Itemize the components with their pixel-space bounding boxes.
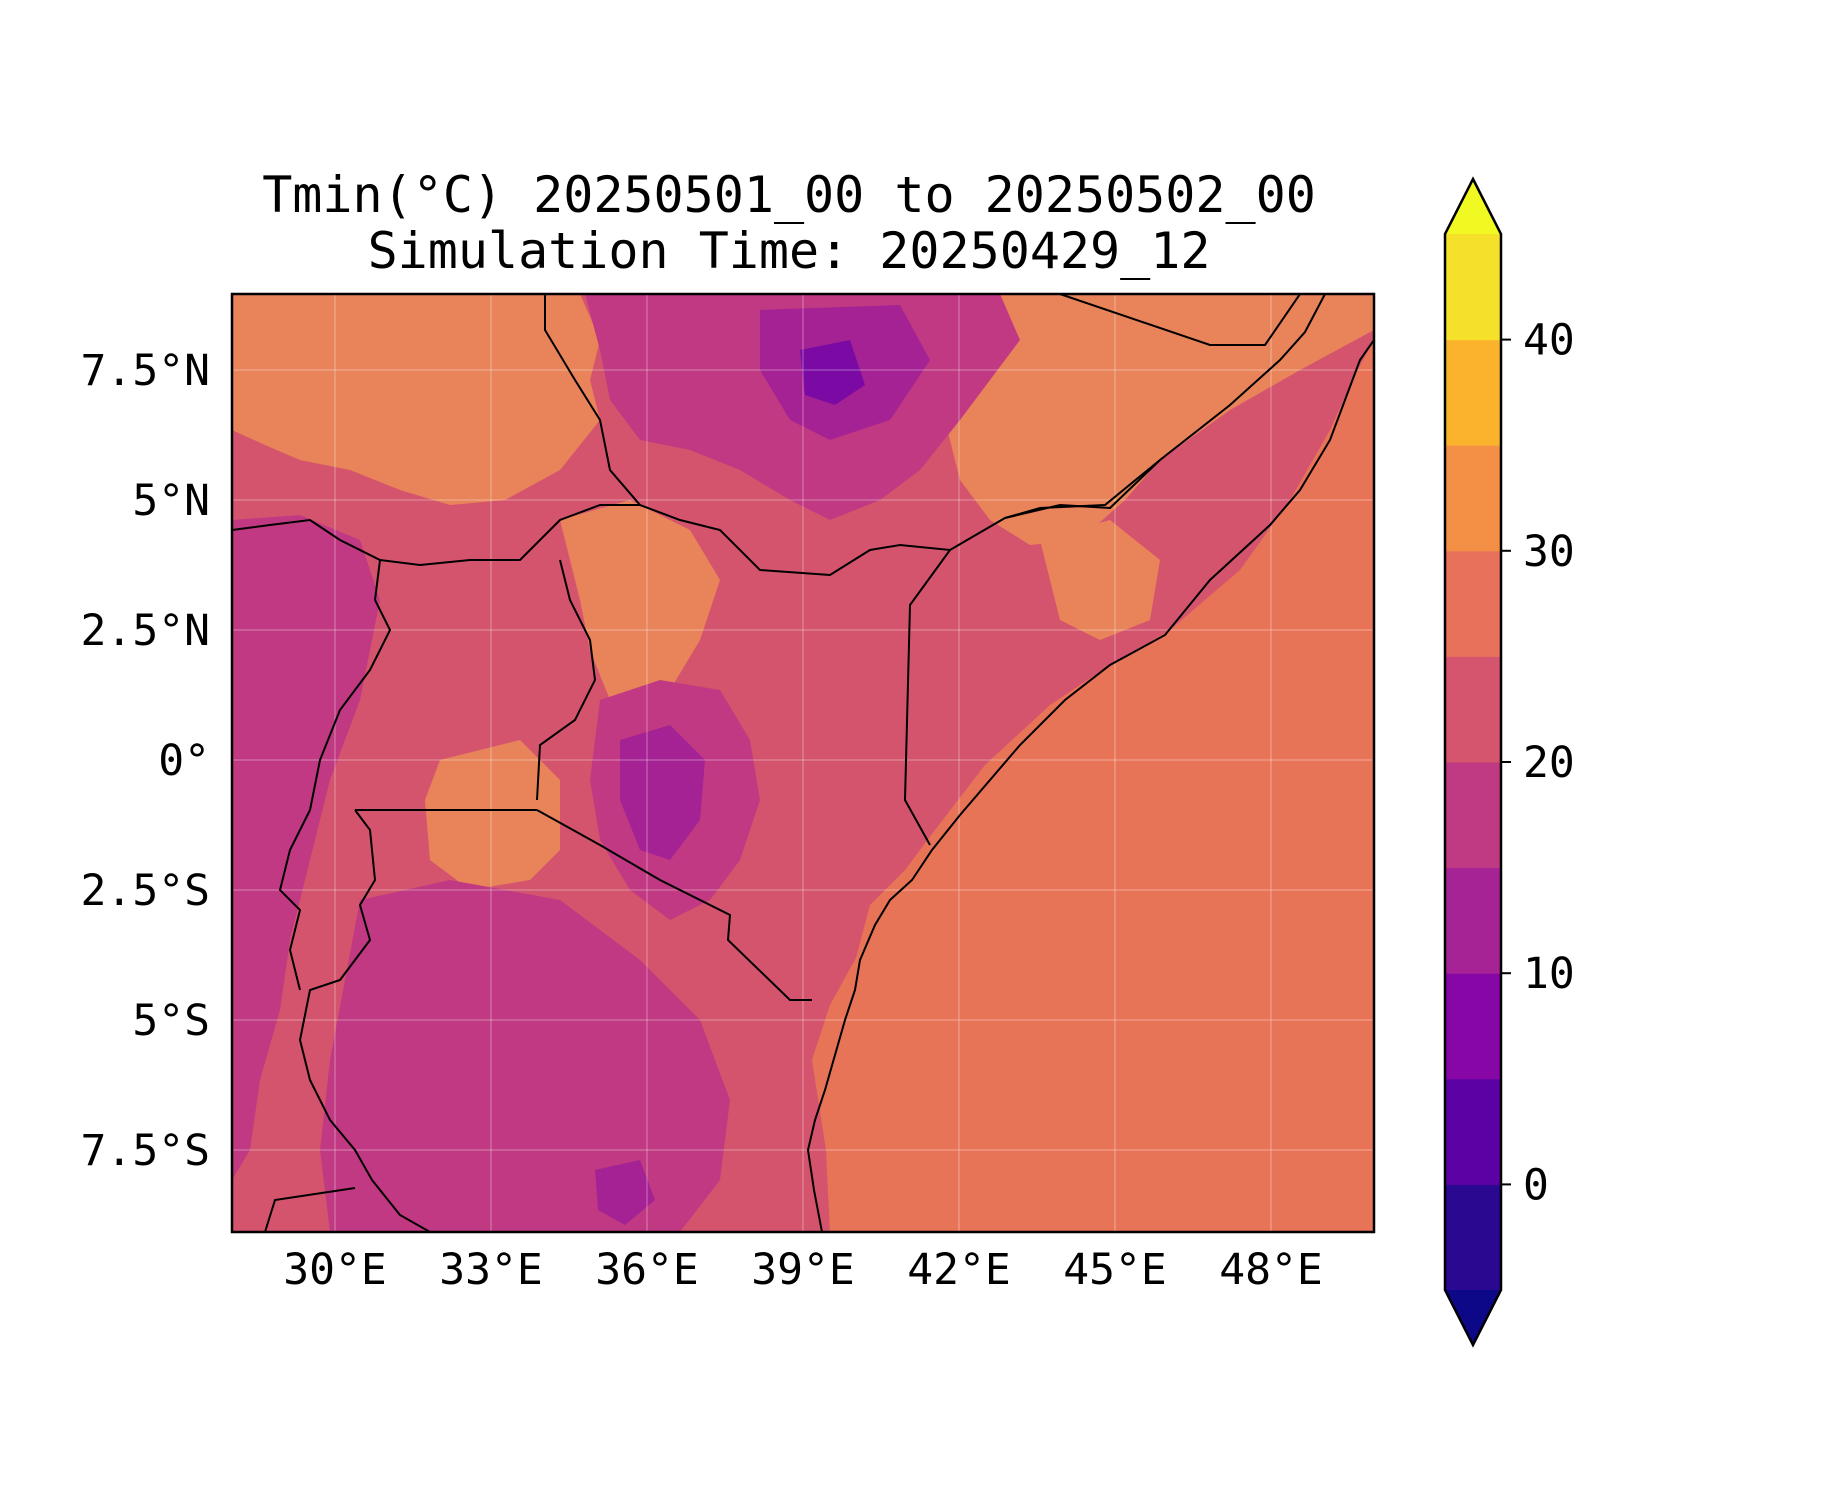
title-line-2: Simulation Time: 20250429_12	[368, 222, 1211, 280]
y-axis: 7.5°N 5°N 2.5°N 0° 2.5°S 5°S 7.5°S	[81, 346, 210, 1176]
cool-region-kenya	[620, 725, 705, 860]
colorbar-tick-label: 30	[1523, 527, 1575, 577]
colorbar-extend-max	[1445, 179, 1501, 234]
border-south-sudan-ethiopia	[544, 294, 1326, 577]
colorbar-segment	[1445, 234, 1501, 341]
warm-region-northwest	[232, 294, 600, 505]
border-drc-east	[278, 809, 311, 991]
y-tick-label: 5°S	[132, 996, 210, 1046]
x-tick-label: 39°E	[751, 1245, 855, 1295]
y-tick-label: 5°N	[132, 476, 210, 526]
colorbar-segment	[1445, 550, 1501, 657]
border-tanzania-zambia	[264, 1187, 356, 1232]
warm-region-lake-victoria	[425, 740, 560, 890]
x-tick-label: 45°E	[1063, 1245, 1167, 1295]
ocean-region	[812, 294, 1374, 1232]
title-line-1: Tmin(°C) 20250501_00 to 20250502_00	[262, 166, 1316, 224]
x-tick-label: 42°E	[907, 1245, 1011, 1295]
gridlines	[232, 294, 1374, 1232]
y-tick-label: 7.5°S	[81, 1126, 210, 1176]
plateau-region-tanzania	[320, 880, 730, 1232]
x-tick-label: 48°E	[1219, 1245, 1323, 1295]
coastline	[806, 339, 1374, 1232]
colorbar-segment	[1445, 656, 1501, 763]
border-kenya-somalia	[903, 549, 951, 846]
y-tick-label: 2.5°N	[81, 606, 210, 656]
colorbar-tick-label: 10	[1523, 949, 1575, 999]
cool-region-south	[595, 1160, 655, 1225]
warm-region-ogaden	[1040, 520, 1160, 640]
map-panel	[232, 294, 1374, 1232]
border-uganda-drc	[309, 559, 392, 811]
colorbar-tick-label: 40	[1523, 316, 1575, 366]
border-uganda-kenya	[536, 559, 597, 801]
x-tick-label: 36°E	[595, 1245, 699, 1295]
colorbar-segment	[1445, 762, 1501, 869]
warm-region-northeast	[940, 294, 1374, 545]
border-ethiopia-somalia-north	[1059, 294, 1301, 346]
colorbar-segment	[1445, 867, 1501, 974]
colorbar-segment	[1445, 1184, 1501, 1291]
x-tick-label: 33°E	[439, 1245, 543, 1295]
country-borders	[232, 294, 1374, 1232]
colorbar-segment	[1445, 973, 1501, 1080]
y-tick-label: 7.5°N	[81, 346, 210, 396]
colorbar-extend-min	[1445, 1290, 1501, 1345]
colorbar-segment	[1445, 339, 1501, 446]
border-ethiopia-somalia	[1004, 459, 1161, 519]
plateau-region-west	[232, 515, 380, 1180]
border-rwanda-burundi	[298, 809, 431, 1232]
cold-region-ethiopia	[800, 340, 865, 405]
y-tick-label: 2.5°S	[81, 866, 210, 916]
colorbar-outline	[1443, 176, 1503, 1348]
colorbar-segment	[1445, 1078, 1501, 1185]
colorbar-segment	[1445, 445, 1501, 552]
x-axis: 30°E 33°E 36°E 39°E 42°E 45°E 48°E	[283, 1245, 1323, 1295]
x-tick-label: 30°E	[283, 1245, 387, 1295]
border-uganda-north	[232, 504, 640, 567]
border-kenya-tanzania	[536, 809, 812, 1001]
colorbar-tick-label: 20	[1523, 738, 1575, 788]
y-tick-label: 0°	[158, 736, 210, 786]
map-frame	[230, 292, 1376, 1234]
colorbar-tick-label: 0	[1523, 1160, 1549, 1210]
warm-region-turkana	[560, 500, 720, 720]
colorbar: 0 10 20 30 40	[1443, 176, 1575, 1348]
